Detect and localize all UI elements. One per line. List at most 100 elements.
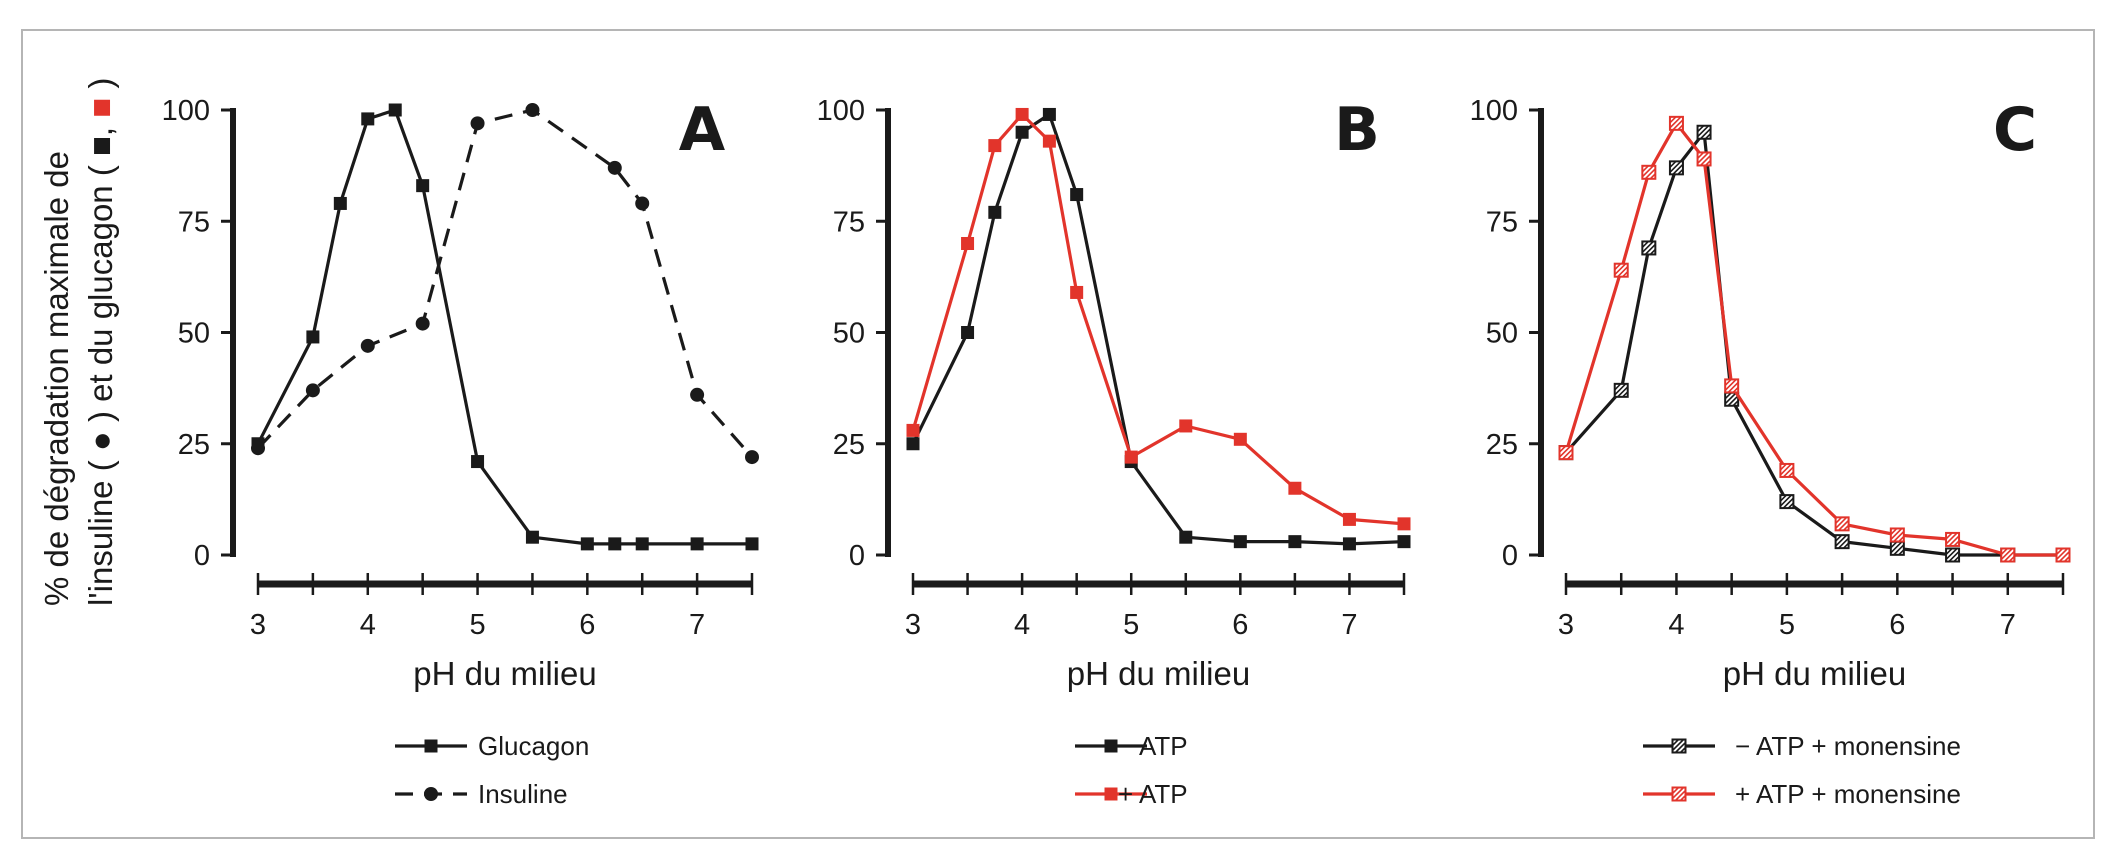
data-point-a-0 [471,455,485,469]
data-point-a-1 [690,387,705,402]
legend-c: − ATP + monensine + ATP + monensine [1643,731,1961,809]
legend-label-c-0: − ATP + monensine [1735,731,1961,761]
data-point-a-0 [416,179,430,193]
series-line-a-0 [256,108,752,546]
data-point-c-0 [1724,391,1740,407]
legend-label-b-0: − ATP [1118,731,1188,761]
data-point-b-1 [1233,432,1247,446]
legend-marker-b-0 [1104,739,1118,753]
data-point-b-0 [988,205,1002,219]
data-point-b-0 [906,437,920,451]
data-point-b-0 [1070,188,1084,202]
legend-marker-a-1 [424,787,438,801]
legend-label-b-1: + ATP [1118,779,1188,809]
data-point-b-0 [1042,107,1056,121]
data-point-a-0 [745,537,759,551]
data-point-b-1 [1397,517,1411,531]
data-point-b-0 [1015,125,1029,139]
panel-b: 0 25 50 75 100 3 4 5 6 7 pH du milieu B [817,95,1411,692]
data-point-b-0 [1342,537,1356,551]
data-point-a-0 [580,537,594,551]
data-point-b-0 [1179,530,1193,544]
panel-letter-c: C [1993,95,2037,165]
data-point-b-1 [988,139,1002,153]
series-line-b-1 [911,112,1405,526]
data-point-b-1 [1288,481,1302,495]
y-tick-label-b: 50 [833,318,865,350]
x-axis-label-b: pH du milieu [1067,655,1250,692]
legend-label-a-0: Glucagon [478,731,589,761]
legend-label-a-1: Insuline [478,779,568,809]
data-point-b-1 [1124,450,1138,464]
x-axis-label-c: pH du milieu [1723,655,1906,692]
data-point-a-1 [251,441,265,456]
data-point-a-0 [690,537,704,551]
data-point-a-1 [415,316,430,331]
data-point-c-1 [1668,115,1684,131]
series-line-b-0 [911,112,1405,546]
legend-marker-c-0 [1671,738,1687,754]
x-tick-label-b: 3 [905,609,921,641]
data-point-b-1 [906,423,920,437]
data-point-a-0 [333,196,347,210]
x-tick-label-a: 5 [469,609,485,641]
x-tick-label-b: 7 [1341,609,1357,641]
y-tick-label-c: 50 [1486,318,1518,350]
data-point-a-0 [635,537,649,551]
data-point-a-1 [607,160,622,175]
x-tick-label-b: 4 [1014,609,1030,641]
y-axis-label: % de dégradation maximale de l'insuline … [38,78,119,606]
data-point-c-1 [1724,378,1740,394]
data-point-c-0 [1613,382,1629,398]
y-tick-label-b: 75 [833,206,865,238]
data-point-c-1 [1613,262,1629,278]
data-point-b-1 [1342,512,1356,526]
data-point-c-1 [1558,445,1574,461]
data-point-c-0 [1641,240,1657,256]
data-point-b-0 [961,326,975,339]
data-point-c-1 [1641,164,1657,180]
panel-letter-a: A [679,95,726,165]
y-tick-label-c: 0 [1502,540,1518,572]
x-tick-label-c: 4 [1668,609,1684,641]
x-tick-label-c: 6 [1889,609,1905,641]
series-line-c-0 [1564,130,2063,557]
data-point-b-1 [1179,419,1193,433]
y-tick-label-b: 100 [817,95,865,127]
legend-marker-c-1 [1671,786,1687,802]
panel-c: 0 25 50 75 100 3 4 5 6 7 pH du milieu C [1470,95,2071,692]
data-point-c-0 [1834,534,1850,550]
x-tick-label-b: 6 [1232,609,1248,641]
x-tick-label-a: 6 [579,609,595,641]
y-tick-label-a: 75 [178,206,210,238]
y-tick-label-a: 50 [178,318,210,350]
data-point-c-1 [1779,462,1795,478]
data-point-b-0 [1288,535,1302,549]
x-tick-label-c: 5 [1779,609,1795,641]
x-axis-label-a: pH du milieu [413,655,596,692]
data-point-b-1 [1015,107,1029,121]
y-tick-label-b: 25 [833,429,865,461]
data-point-c-1 [1945,531,1961,547]
panel-letter-b: B [1334,95,1380,165]
data-point-b-0 [1233,535,1247,549]
x-tick-label-b: 5 [1123,609,1139,641]
data-point-c-0 [1696,124,1712,140]
data-point-c-0 [1779,494,1795,510]
data-point-b-1 [961,237,975,250]
x-tick-label-a: 3 [250,609,266,641]
data-point-a-1 [525,103,540,117]
legend-a: Glucagon Insuline [395,731,589,809]
data-point-c-1 [1834,516,1850,532]
data-point-b-1 [1042,134,1056,148]
data-point-b-1 [1070,285,1084,299]
series-line-c-1 [1564,121,2063,557]
data-point-a-1 [470,116,485,131]
legend-b: − ATP + ATP [1075,731,1188,809]
x-tick-label-c: 7 [2000,609,2016,641]
data-point-a-0 [306,330,320,344]
legend-marker-b-1 [1104,787,1118,801]
legend-marker-a-0 [424,739,438,753]
data-point-c-1 [1889,527,1905,543]
